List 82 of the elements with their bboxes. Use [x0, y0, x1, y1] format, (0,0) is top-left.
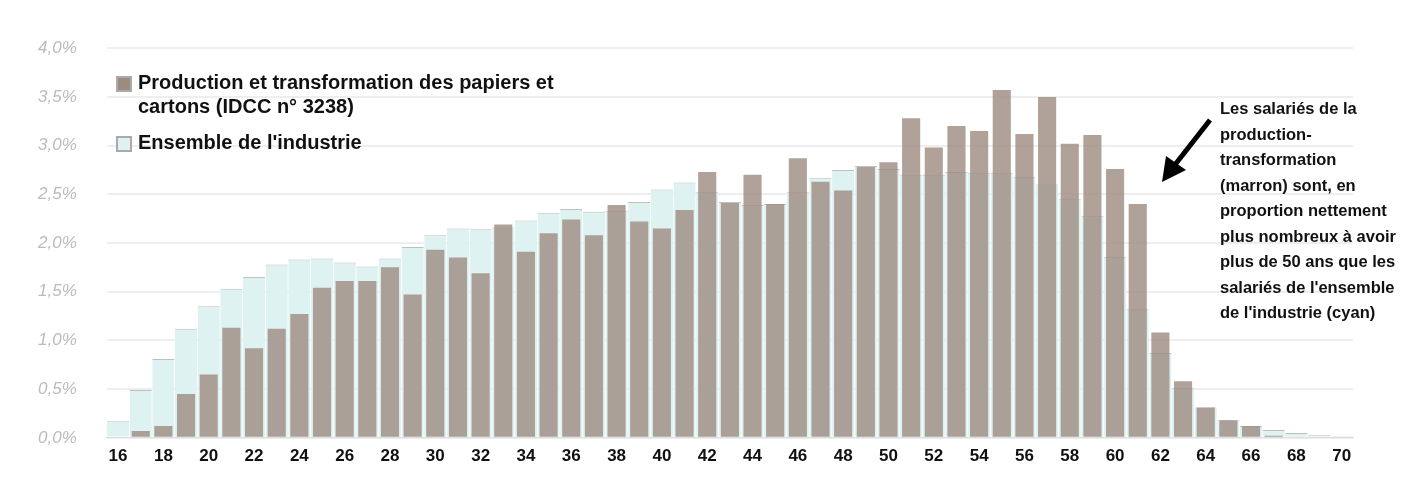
bar	[380, 267, 400, 437]
bar	[539, 233, 558, 437]
x-tick-label: 42	[697, 445, 717, 465]
x-tick-label: 50	[879, 445, 898, 465]
bar	[924, 147, 943, 437]
bar	[131, 430, 150, 437]
bar	[471, 273, 490, 437]
y-tick-label: 3,5%	[38, 86, 77, 106]
x-tick-label: 24	[289, 445, 310, 465]
y-tick-label: 0,5%	[38, 378, 77, 398]
x-tick-label: 36	[561, 445, 581, 465]
bar	[834, 190, 853, 437]
bar	[154, 426, 173, 437]
bar	[244, 348, 264, 437]
bar	[335, 280, 354, 437]
bar	[267, 328, 286, 437]
x-tick-label: 46	[788, 445, 808, 465]
text: Les salariés de la production-transformation (marron) sont, en proportion nettement plus nombreux à avoir plus de 50 ans que les salariés de l'ensemble de l'industrie (cyan)	[1220, 99, 1397, 321]
x-tick-label: 44	[743, 445, 763, 465]
bar	[879, 162, 898, 437]
bar	[788, 158, 807, 437]
bar	[562, 219, 581, 437]
bar	[902, 118, 921, 437]
x-tick-label: 48	[833, 445, 853, 465]
x-tick-label: 28	[380, 445, 400, 465]
bar	[584, 235, 603, 437]
bar	[222, 327, 241, 437]
bar	[516, 251, 536, 437]
bar	[743, 174, 762, 437]
y-tick-label: 2,0%	[37, 232, 77, 252]
bar	[199, 374, 218, 437]
x-tick-label: 60	[1105, 445, 1125, 465]
bar	[970, 130, 989, 437]
x-tick-label: 30	[425, 445, 445, 465]
bar	[448, 257, 468, 437]
y-tick-label: 3,0%	[38, 135, 77, 155]
x-tick-label: 18	[153, 445, 173, 465]
bar	[1173, 381, 1193, 437]
bar	[426, 249, 445, 437]
bar	[652, 228, 671, 437]
y-tick-label: 2,5%	[37, 184, 77, 204]
bar	[992, 90, 1011, 437]
bar	[358, 280, 377, 437]
bar	[607, 205, 626, 437]
bar	[403, 294, 422, 437]
x-tick-label: 32	[471, 445, 491, 465]
y-tick-label: 4,0%	[38, 37, 77, 57]
x-tick-label: 52	[924, 445, 944, 465]
x-tick-label: 56	[1014, 445, 1034, 465]
y-tick-label: 1,0%	[38, 330, 77, 350]
x-tick-label: 70	[1332, 445, 1352, 465]
x-tick-label: 26	[335, 445, 355, 465]
bar	[1038, 96, 1057, 437]
x-tick-label: 22	[244, 445, 264, 465]
legend-label: Production et transformation des papiers et cartons (IDCC n° 3238)	[138, 70, 555, 118]
x-tick-label: 20	[199, 445, 219, 465]
y-tick-label: 1,5%	[38, 281, 77, 301]
bar	[1128, 204, 1147, 437]
legend-label: Ensemble de l'industrie	[138, 130, 362, 154]
bar	[1151, 332, 1170, 437]
bar	[1060, 143, 1079, 437]
bar	[312, 287, 332, 437]
x-tick-label: 16	[108, 445, 128, 465]
bar	[176, 393, 196, 437]
bar	[1015, 133, 1034, 437]
x-tick-label: 68	[1286, 445, 1306, 465]
x-tick-label: 58	[1060, 445, 1080, 465]
x-tick-label: 64	[1196, 445, 1216, 465]
bar	[1106, 168, 1125, 437]
x-tick-label: 62	[1150, 445, 1170, 465]
bar	[630, 221, 649, 437]
x-tick-label: 54	[969, 445, 990, 465]
bar	[675, 209, 694, 437]
bar	[947, 126, 966, 437]
x-tick-label: 38	[607, 445, 627, 465]
x-tick-label: 66	[1241, 445, 1261, 465]
bar	[1083, 134, 1102, 437]
x-tick-label: 34	[516, 445, 536, 465]
bar	[290, 314, 309, 437]
bar	[698, 171, 717, 437]
x-tick-label: 40	[652, 445, 672, 465]
y-tick-label: 0,0%	[38, 427, 77, 447]
